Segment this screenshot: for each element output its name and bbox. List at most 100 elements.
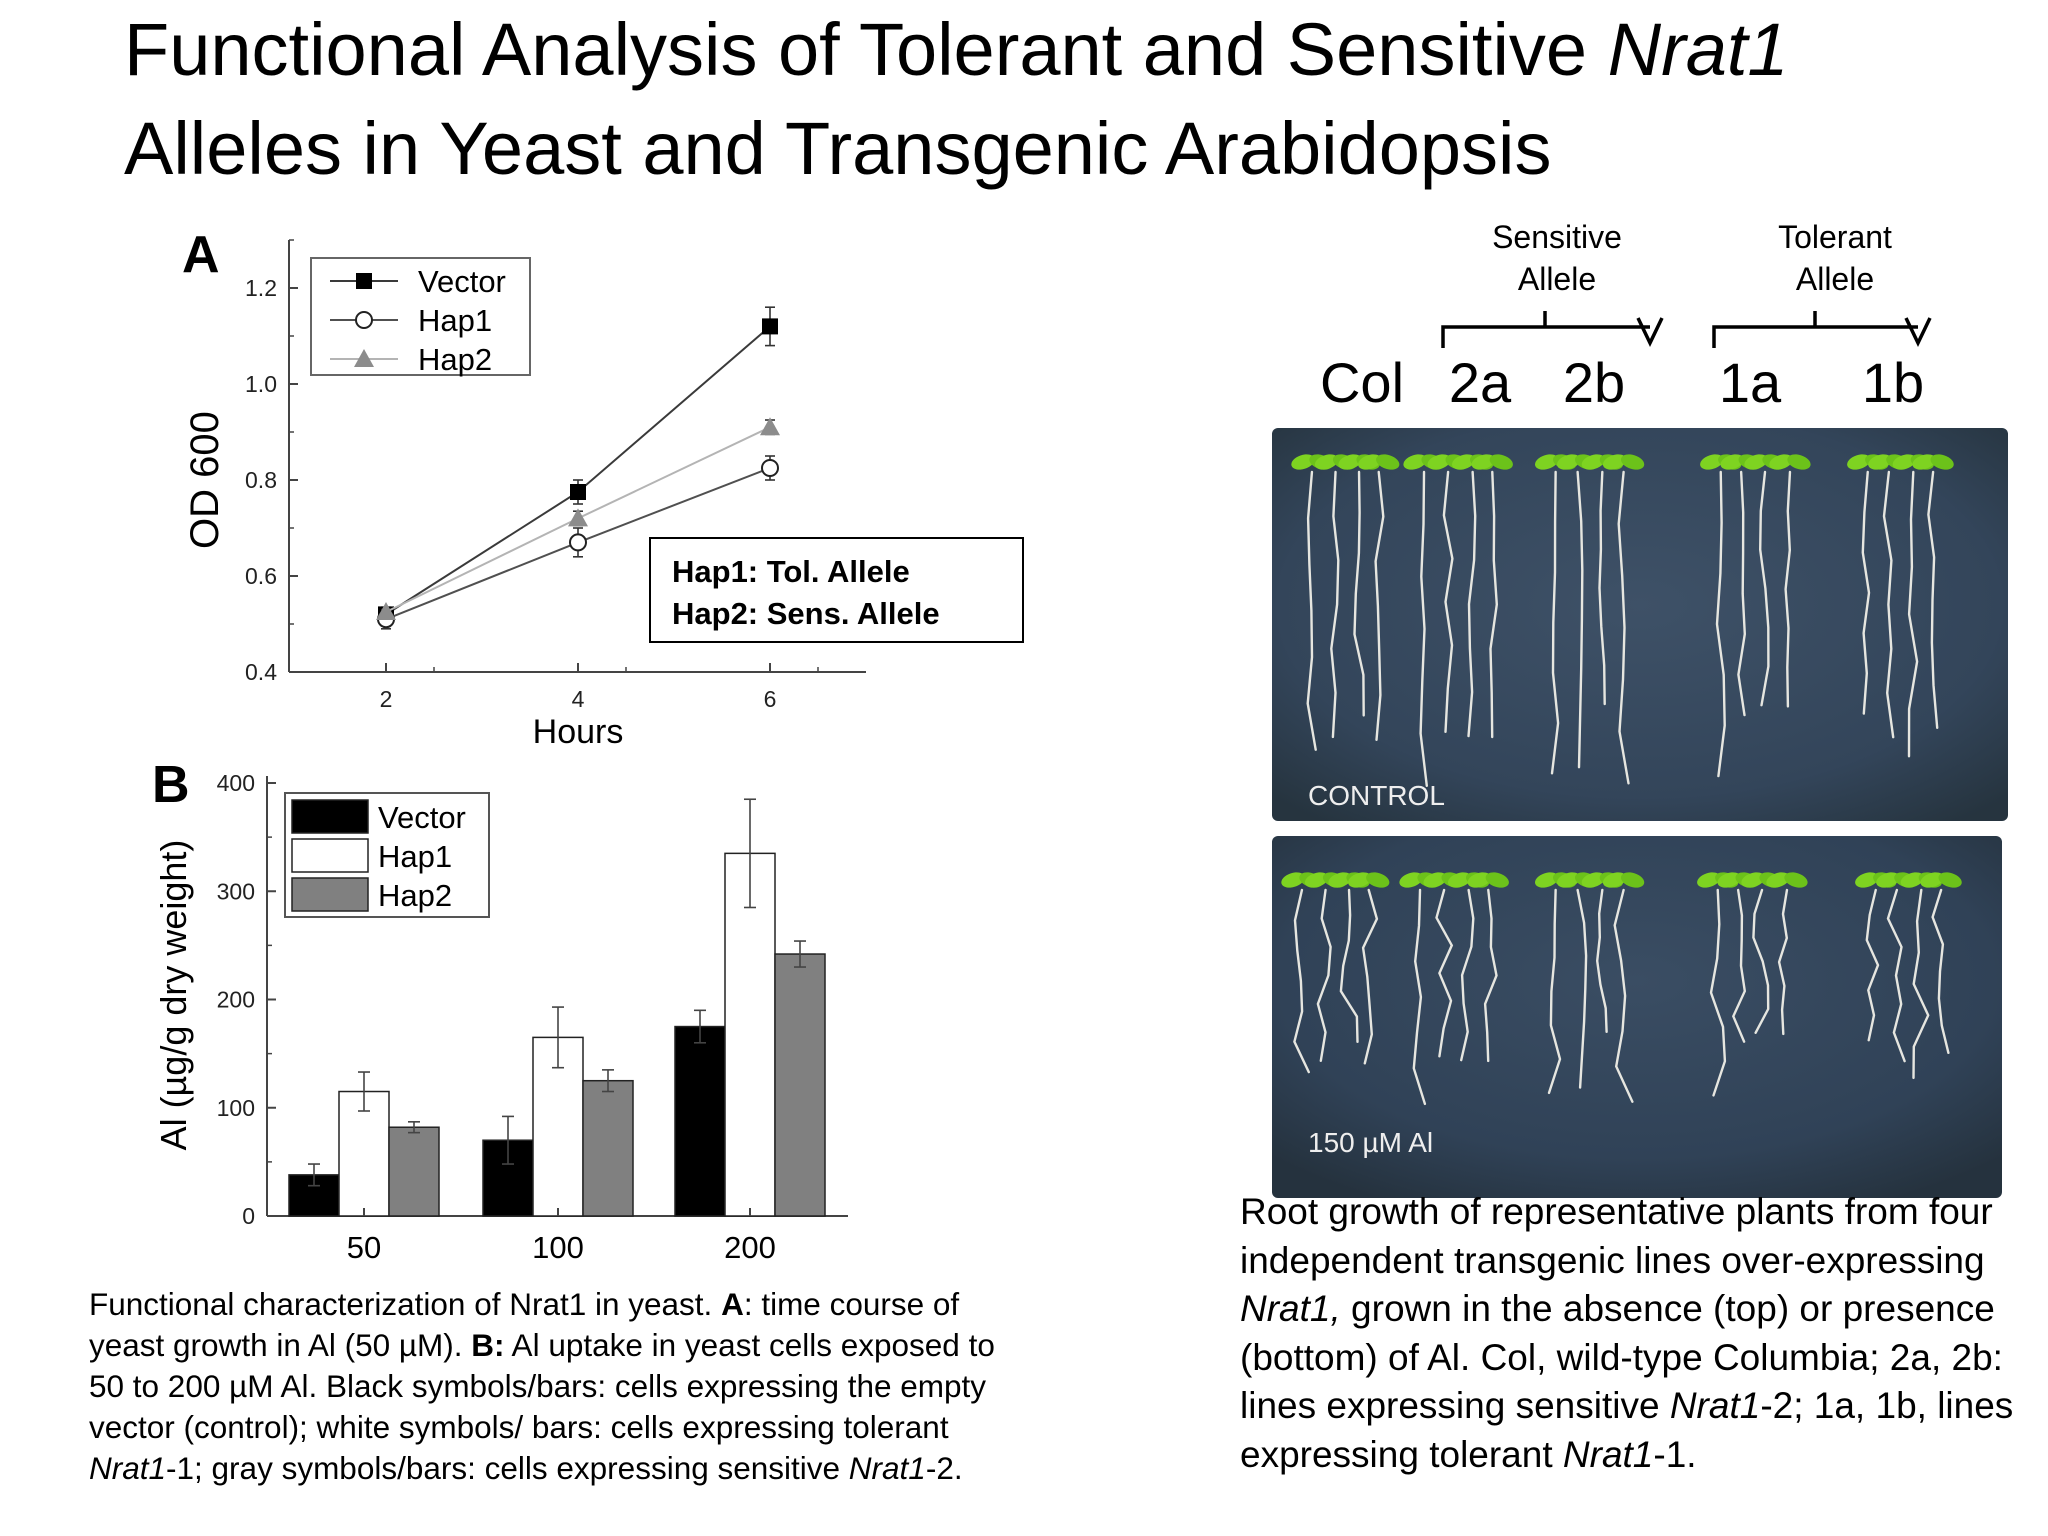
panel-b-y-tick-label: 100 — [217, 1095, 255, 1121]
title-line-2: Alleles in Yeast and Transgenic Arabidop… — [124, 107, 1552, 190]
cotyledon — [1912, 454, 1936, 470]
root — [1617, 470, 1630, 785]
panel-a-x-axis-label: Hours — [533, 713, 624, 751]
cotyledon — [1291, 454, 1315, 470]
aluminium-plate-photo — [1272, 836, 2002, 1198]
title-line-1: Functional Analysis of Tolerant and Sens… — [124, 8, 1789, 91]
cotyledon — [1700, 454, 1724, 470]
root — [1330, 470, 1340, 739]
root — [1731, 888, 1747, 1043]
sensitive-label-line1: Sensitive — [1492, 219, 1622, 255]
panel-a-annotation-line: Hap2: Sens. Allele — [672, 596, 940, 631]
root — [1777, 888, 1789, 1036]
cotyledon — [1535, 454, 1559, 470]
panel-b-letter: B — [152, 756, 190, 814]
root — [1931, 888, 1950, 1054]
root — [1467, 470, 1477, 738]
cotyledon — [1766, 872, 1790, 888]
panel-b-x-tick-label: 50 — [347, 1230, 381, 1265]
panel-a-y-tick-label: 0.6 — [245, 563, 277, 589]
root — [1547, 888, 1562, 1095]
root — [1595, 888, 1608, 1033]
lane-label-1a: 1a — [1719, 351, 1782, 414]
root — [1306, 470, 1317, 751]
panel-a-point-hap1 — [761, 459, 779, 477]
cotyledon — [1314, 454, 1339, 470]
root — [1886, 888, 1906, 1063]
cotyledon — [1620, 872, 1645, 888]
cotyledon — [1471, 454, 1495, 470]
cotyledon — [1366, 872, 1390, 888]
cotyledon — [1489, 454, 1513, 470]
cotyledon — [1876, 872, 1900, 888]
cotyledon — [1892, 454, 1916, 470]
cotyledon — [1557, 454, 1581, 470]
root — [1927, 470, 1939, 729]
panel-a-annotation-line: Hap1: Tol. Allele — [672, 554, 910, 589]
root — [1865, 888, 1880, 1042]
cotyledon — [1930, 454, 1954, 470]
panel-a-legend-label: Vector — [418, 264, 506, 299]
control-label: CONTROL — [1308, 780, 1445, 811]
panel-b-y-tick-label: 200 — [217, 987, 255, 1013]
root — [1882, 470, 1895, 739]
cotyledon — [1376, 454, 1400, 470]
panel-a-legend-marker — [355, 311, 373, 329]
root — [1737, 470, 1747, 717]
root — [1293, 888, 1310, 1074]
panel-a-y-tick-label: 0.8 — [245, 467, 277, 493]
cotyledon — [1581, 872, 1605, 888]
root — [1576, 888, 1588, 1089]
cotyledon — [1602, 454, 1627, 470]
panel-a-point-hap2 — [568, 508, 588, 527]
panel-b-legend-swatch — [291, 877, 369, 912]
root — [1353, 470, 1365, 717]
panel-a-point-hap2 — [376, 602, 396, 620]
cotyledon — [1485, 872, 1509, 888]
root — [1907, 470, 1919, 758]
panel-a-legend-box — [310, 257, 531, 376]
panel-a-letter: A — [182, 226, 220, 284]
lane-label-col: Col — [1320, 351, 1404, 414]
panel-b-bar-vector — [674, 1025, 726, 1217]
tolerant-bracket — [1712, 311, 1932, 348]
cotyledon — [1467, 872, 1491, 888]
tolerant-label-line2: Allele — [1796, 261, 1874, 297]
cotyledon — [1602, 872, 1627, 888]
cotyledon — [1403, 454, 1427, 470]
root — [1419, 470, 1428, 787]
root — [1361, 888, 1379, 1065]
panel-b-y-tick-label: 400 — [217, 770, 255, 796]
panel-a-legend-label: Hap1 — [418, 303, 492, 338]
root — [1442, 470, 1454, 733]
cotyledon — [1855, 872, 1879, 888]
root — [1316, 888, 1332, 1062]
cotyledon — [1784, 872, 1808, 888]
root — [1435, 888, 1454, 1058]
cotyledon — [1557, 872, 1581, 888]
panel-a-y-tick-label: 1.2 — [245, 275, 277, 301]
panel-a-point-hap2 — [760, 417, 780, 436]
root — [1861, 470, 1871, 715]
root — [1339, 888, 1359, 1043]
lane-label-2a: 2a — [1449, 351, 1512, 414]
panel-b-x-tick-label: 100 — [532, 1230, 584, 1265]
root — [1576, 470, 1584, 769]
panel-a-legend-marker — [354, 349, 374, 367]
charts-svg: A 0.4 0.6 0.8 1.0 1.2 2 4 6 Hours OD 600 Vector Hap1… — [152, 226, 1024, 1265]
panel-b-bar-vector — [288, 1174, 340, 1217]
root — [1709, 888, 1727, 1097]
cotyledon — [1868, 454, 1892, 470]
root — [1374, 470, 1385, 741]
panel-a-legend-label: Hap2 — [418, 342, 492, 377]
panel-a-y-tick-label: 1.0 — [245, 371, 277, 397]
sensitive-label-line2: Allele — [1518, 261, 1596, 297]
panel-a-x-tick-label: 4 — [572, 686, 585, 712]
root — [1752, 888, 1770, 1034]
cotyledon — [1304, 872, 1329, 888]
root — [1460, 888, 1475, 1062]
cotyledon — [1717, 872, 1741, 888]
panel-b-legend-label: Hap2 — [378, 878, 452, 913]
root — [1483, 888, 1498, 1063]
cotyledon — [1581, 454, 1605, 470]
